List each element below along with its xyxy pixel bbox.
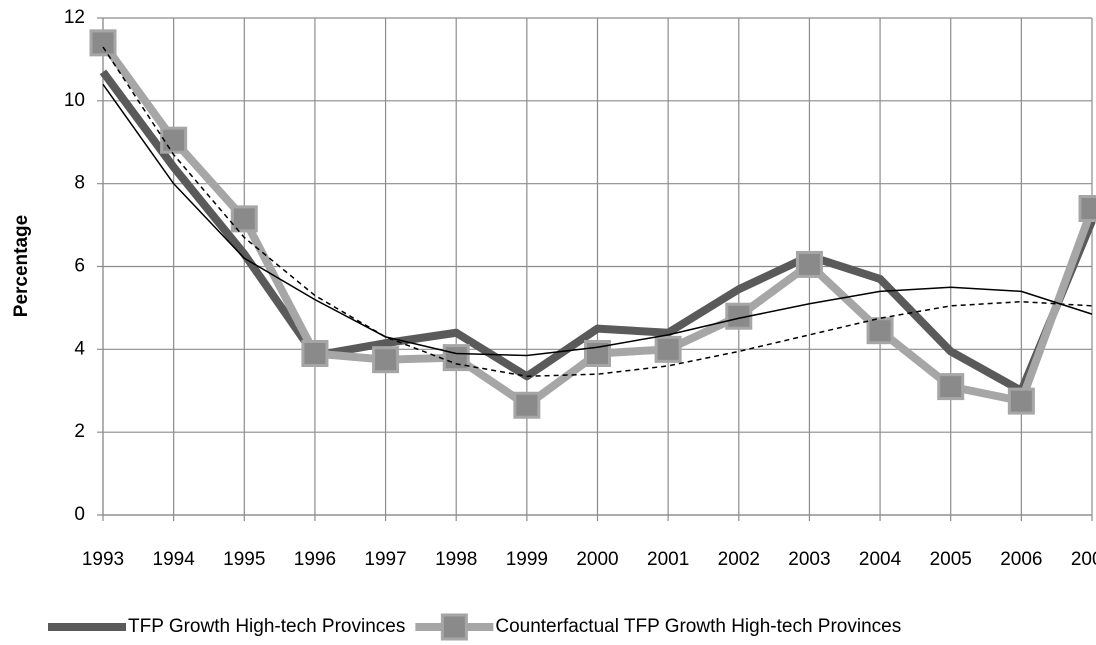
marker	[866, 317, 894, 345]
y-tick-label: 12	[64, 7, 85, 28]
marker	[513, 391, 541, 419]
x-tick-label: 1995	[223, 549, 265, 570]
trend-line	[102, 46, 1093, 378]
marker	[372, 346, 400, 374]
x-tick-label: 2003	[788, 549, 830, 570]
x-tick-label: 1994	[153, 549, 196, 570]
marker	[1007, 387, 1035, 415]
marker	[442, 344, 470, 372]
y-tick-label: 0	[74, 504, 85, 525]
y-tick-label: 6	[74, 256, 85, 277]
x-tick-label: 2002	[718, 549, 760, 570]
x-tick-label: 1996	[294, 549, 336, 570]
x-tick-label: 2006	[1000, 549, 1042, 570]
y-tick-label: 2	[74, 421, 85, 442]
series-line	[99, 69, 1096, 395]
y-tick-label: 10	[64, 90, 85, 111]
marker	[230, 205, 258, 233]
x-tick-label: 1999	[506, 549, 548, 570]
y-axis-label: Percentage	[11, 215, 32, 317]
marker	[160, 126, 188, 154]
marker	[1078, 195, 1096, 223]
marker	[301, 339, 329, 367]
marker	[654, 335, 682, 363]
x-tick-label: 1998	[435, 549, 477, 570]
x-tick-label: 1993	[82, 549, 124, 570]
y-tick-label: 4	[74, 338, 85, 359]
legend-marker	[440, 613, 468, 641]
x-tick-label: 2005	[930, 549, 972, 570]
x-tick-label: 2000	[576, 549, 618, 570]
marker	[937, 373, 965, 401]
marker	[89, 29, 117, 57]
legend-label: Counterfactual TFP Growth High-tech Prov…	[495, 616, 901, 637]
y-tick-label: 8	[74, 173, 85, 194]
legend-label: TFP Growth High-tech Provinces	[128, 616, 405, 637]
x-tick-label: 2004	[859, 549, 902, 570]
x-tick-label: 2007	[1071, 549, 1096, 570]
x-tick-label: 2001	[647, 549, 689, 570]
x-tick-label: 1997	[364, 549, 406, 570]
marker	[795, 250, 823, 278]
trend-line	[102, 83, 1093, 357]
